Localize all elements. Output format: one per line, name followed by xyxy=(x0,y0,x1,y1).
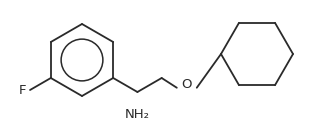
Text: F: F xyxy=(19,83,26,96)
Text: NH₂: NH₂ xyxy=(125,108,150,121)
Text: O: O xyxy=(182,78,192,91)
